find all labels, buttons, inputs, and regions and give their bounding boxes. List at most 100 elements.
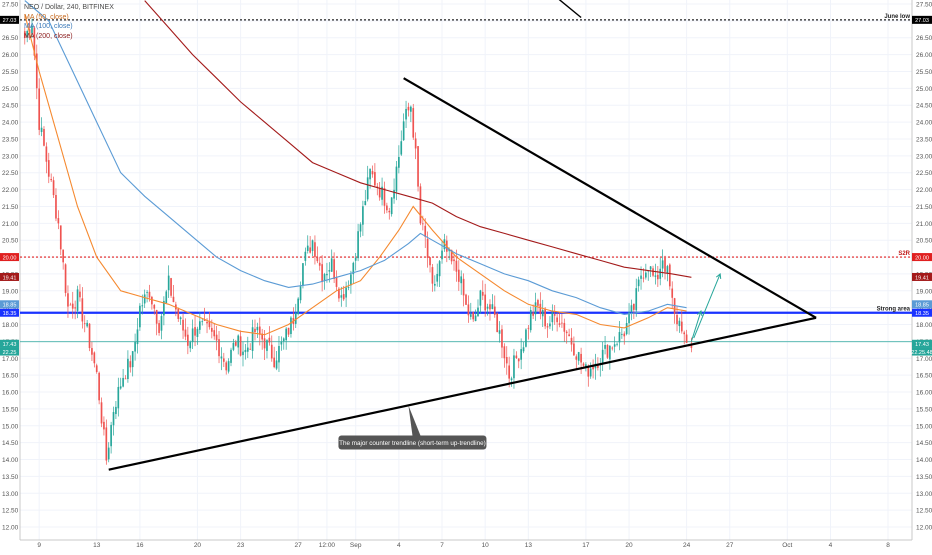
candle bbox=[393, 178, 395, 204]
candle bbox=[498, 321, 501, 343]
projection-arrow-shaft bbox=[690, 310, 702, 342]
candle-body bbox=[575, 356, 578, 360]
candle-body bbox=[302, 263, 304, 286]
candle bbox=[472, 311, 475, 322]
candle bbox=[40, 117, 43, 137]
candle-body bbox=[347, 287, 350, 288]
price-label-right: 19.41 bbox=[912, 272, 932, 281]
candle-body bbox=[383, 188, 386, 206]
candle bbox=[222, 352, 225, 367]
candle-body bbox=[477, 307, 479, 317]
candle bbox=[354, 252, 357, 271]
x-tick-label: 20 bbox=[194, 542, 202, 549]
candle-body bbox=[628, 312, 630, 324]
candle bbox=[76, 285, 79, 319]
candle bbox=[400, 130, 403, 156]
projection-arrow-head bbox=[715, 272, 722, 279]
candle bbox=[100, 397, 103, 428]
candle-body bbox=[520, 349, 522, 360]
y-tick-label: 20.50 bbox=[916, 238, 932, 245]
price-label-left-text: 19.41 bbox=[3, 275, 17, 281]
y-tick-label-left: 14.50 bbox=[2, 440, 19, 447]
projection-arrow-shaft bbox=[693, 273, 721, 339]
candle bbox=[474, 309, 477, 322]
candle-body bbox=[165, 291, 168, 304]
price-label-left-text: 17.43 bbox=[3, 342, 17, 348]
y-tick-label: 22.00 bbox=[916, 187, 932, 194]
candle bbox=[654, 263, 657, 285]
price-label-left-text: 18.35 bbox=[3, 311, 17, 317]
candle bbox=[81, 287, 84, 329]
candle bbox=[268, 326, 271, 346]
candle-body bbox=[115, 406, 117, 415]
candle-body bbox=[493, 306, 496, 315]
candle bbox=[311, 239, 314, 256]
candle-body bbox=[481, 291, 484, 296]
candle bbox=[335, 270, 338, 291]
x-tick-label: 27 bbox=[295, 542, 303, 549]
candle-body bbox=[220, 356, 223, 359]
candle bbox=[67, 285, 69, 318]
price-label-left-text: 27.03 bbox=[3, 18, 17, 24]
candle bbox=[515, 351, 518, 360]
candle-body bbox=[570, 337, 573, 345]
candle-body bbox=[633, 303, 635, 310]
candle bbox=[371, 165, 374, 178]
candle bbox=[549, 316, 551, 330]
candle bbox=[242, 341, 244, 367]
candle bbox=[136, 318, 139, 354]
candle-body bbox=[609, 345, 611, 360]
candle-body bbox=[393, 189, 395, 199]
candle bbox=[107, 442, 110, 463]
candle bbox=[453, 253, 455, 271]
candle-body bbox=[330, 258, 333, 272]
legend-ma200: MA (200, close) bbox=[24, 32, 73, 40]
candle bbox=[402, 113, 405, 141]
candle bbox=[79, 284, 81, 302]
candle-body bbox=[501, 329, 503, 348]
candle-body bbox=[76, 289, 79, 311]
y-tick-label: 16.50 bbox=[916, 373, 932, 380]
candle-body bbox=[234, 341, 237, 346]
candles bbox=[23, 18, 693, 465]
legend: NEO / Dollar, 240, BITFINEX MA (50, clos… bbox=[24, 3, 114, 41]
candle bbox=[179, 316, 182, 325]
candle-body bbox=[196, 328, 199, 337]
candle bbox=[254, 319, 256, 341]
y-tick-label: 22.50 bbox=[916, 170, 932, 177]
y-tick-label: 21.00 bbox=[916, 221, 932, 228]
candle-body bbox=[323, 274, 326, 282]
candle-body bbox=[155, 309, 158, 324]
candle-body bbox=[510, 378, 513, 381]
candle-body bbox=[318, 262, 321, 266]
candle-body bbox=[525, 329, 527, 347]
candle-body bbox=[407, 106, 410, 111]
price-label-left: 20.00 bbox=[0, 253, 19, 261]
y-tick-label-left: 19.00 bbox=[2, 288, 19, 295]
candle-body bbox=[429, 257, 431, 266]
candle bbox=[285, 327, 288, 350]
ma100-line bbox=[24, 0, 687, 315]
candle bbox=[158, 320, 160, 336]
candle-body bbox=[55, 194, 57, 219]
candle-body bbox=[527, 327, 530, 329]
candle-body bbox=[206, 321, 208, 324]
candle-body bbox=[179, 317, 182, 320]
y-tick-label-left: 15.00 bbox=[2, 423, 19, 430]
candle-body bbox=[635, 288, 638, 311]
candle bbox=[38, 78, 41, 136]
projection-arrow bbox=[693, 272, 722, 339]
candle-body bbox=[136, 329, 139, 345]
candle-body bbox=[64, 264, 67, 293]
candle-body bbox=[467, 304, 470, 316]
x-tick-label: 12:00 bbox=[319, 542, 336, 549]
candle bbox=[64, 263, 67, 297]
y-tick-label: 17.00 bbox=[916, 356, 932, 363]
candle-body bbox=[436, 273, 439, 282]
candle-body bbox=[62, 249, 65, 263]
candle bbox=[683, 330, 686, 345]
candle bbox=[280, 336, 283, 351]
candle-body bbox=[366, 177, 369, 200]
candle-body bbox=[661, 260, 664, 269]
